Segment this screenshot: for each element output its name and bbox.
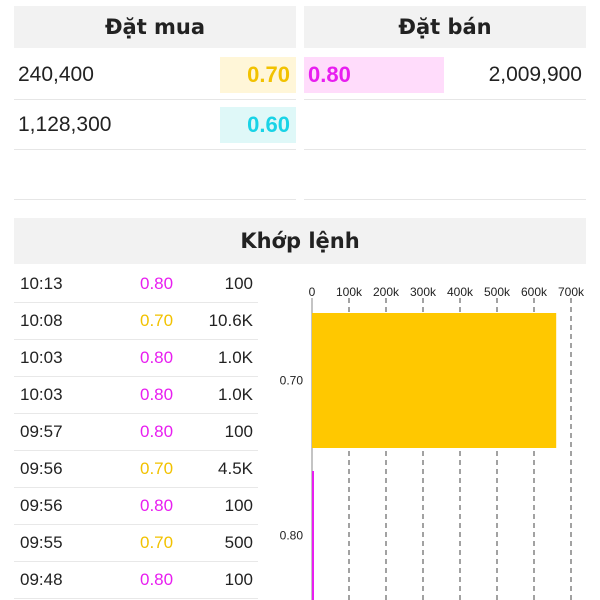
- trade-price: 0.80: [140, 422, 174, 441]
- trade-price: 0.80: [140, 348, 174, 367]
- sell-orders-header: Đặt bán: [304, 6, 586, 48]
- buy-orders-title: Đặt mua: [104, 15, 206, 39]
- sell-price: 0.80: [304, 57, 444, 93]
- trade-time: 10:08: [20, 311, 63, 330]
- trade-time: 10:03: [20, 348, 63, 367]
- buy-price: 0.60: [220, 107, 296, 143]
- x-tick-label: 0: [309, 285, 316, 299]
- matched-orders-header: Khớp lệnh: [14, 218, 586, 264]
- trade-price: 0.70: [140, 533, 174, 552]
- trade-price: 0.80: [140, 496, 174, 515]
- trade-price: 0.70: [140, 459, 174, 478]
- trade-volume: 100: [224, 496, 253, 515]
- trade-time: 10:03: [20, 385, 63, 404]
- trade-price: 0.80: [140, 385, 174, 404]
- x-tick-label: 500k: [484, 285, 511, 299]
- trade-row: 10:08 0.70 10.6K: [14, 303, 258, 340]
- buy-price: 0.70: [220, 57, 296, 93]
- trade-row: 09:56 0.70 4.5K: [14, 451, 258, 488]
- trade-row: 10:13 0.80 100: [14, 266, 258, 303]
- buy-order-row[interactable]: 240,400 0.70: [14, 50, 296, 100]
- trade-price: 0.70: [140, 311, 174, 330]
- trade-volume: 10.6K: [208, 311, 253, 330]
- x-tick-label: 700k: [558, 285, 585, 299]
- trade-volume: 1.0K: [218, 348, 253, 367]
- x-tick-label: 300k: [410, 285, 437, 299]
- buy-volume: 1,128,300: [18, 112, 112, 136]
- volume-by-price-chart: 0 100k 200k 300k 400k 500k 600k 700k 0.70 0.80: [280, 285, 585, 600]
- trade-volume: 100: [224, 274, 253, 293]
- sell-orders-title: Đặt bán: [398, 15, 492, 39]
- trade-row: 09:56 0.80 100: [14, 488, 258, 525]
- trade-row: 09:48 0.80 100: [14, 562, 258, 599]
- x-tick-label: 200k: [373, 285, 400, 299]
- trade-row: 09:57 0.80 100: [14, 414, 258, 451]
- trade-volume: 4.5K: [218, 459, 253, 478]
- trade-volume: 500: [224, 533, 253, 552]
- sell-order-row[interactable]: 0.80 2,009,900: [304, 50, 586, 100]
- trade-volume: 1.0K: [218, 385, 253, 404]
- trade-time: 09:48: [20, 570, 63, 589]
- trade-row: 09:55 0.70 500: [14, 525, 258, 562]
- y-tick-label: 0.80: [280, 529, 304, 543]
- buy-order-row-empty: [14, 150, 296, 200]
- trade-row: 10:03 0.80 1.0K: [14, 340, 258, 377]
- x-tick-label: 600k: [521, 285, 548, 299]
- trade-price: 0.80: [140, 274, 174, 293]
- trade-time: 09:57: [20, 422, 63, 441]
- trade-time: 09:56: [20, 459, 63, 478]
- trade-price: 0.80: [140, 570, 174, 589]
- matched-orders-title: Khớp lệnh: [240, 229, 360, 253]
- trade-time: 09:55: [20, 533, 63, 552]
- trade-time: 10:13: [20, 274, 63, 293]
- trade-volume: 100: [224, 422, 253, 441]
- price-volume-bar: [312, 313, 557, 448]
- trade-row: 10:03 0.80 1.0K: [14, 377, 258, 414]
- price-volume-bar: [312, 471, 314, 600]
- trade-time: 09:56: [20, 496, 63, 515]
- trade-volume: 100: [224, 570, 253, 589]
- buy-orders-header: Đặt mua: [14, 6, 296, 48]
- sell-order-row-empty: [304, 150, 586, 200]
- sell-volume: 2,009,900: [488, 62, 582, 86]
- x-tick-label: 400k: [447, 285, 474, 299]
- buy-order-row[interactable]: 1,128,300 0.60: [14, 100, 296, 150]
- x-tick-label: 100k: [336, 285, 363, 299]
- buy-volume: 240,400: [18, 62, 94, 86]
- sell-order-row-empty: [304, 100, 586, 150]
- y-tick-label: 0.70: [280, 374, 304, 388]
